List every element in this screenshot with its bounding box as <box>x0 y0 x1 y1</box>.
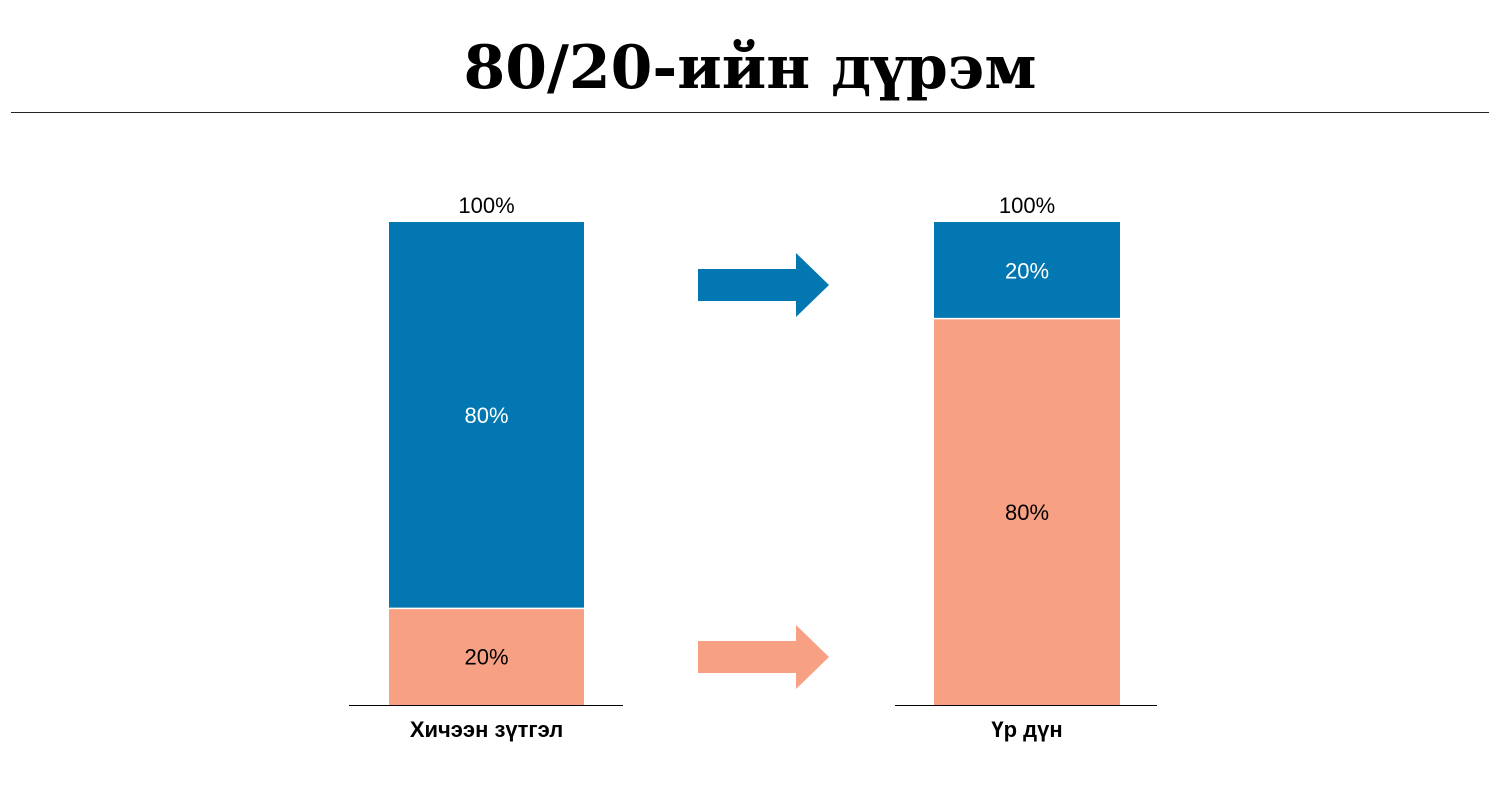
bar-segment <box>389 608 584 705</box>
category-label: Хичээн зүтгэл <box>410 717 563 742</box>
bar-segment <box>934 318 1120 705</box>
page-title: 80/20-ийн дүрэм <box>463 33 1037 103</box>
category-label: Үр дүн <box>991 717 1062 742</box>
arrow-right-icon <box>698 253 829 317</box>
title-divider <box>11 112 1489 113</box>
data-label: 20% <box>1005 258 1049 283</box>
bar-segment <box>389 222 584 609</box>
data-label: 80% <box>464 403 508 428</box>
data-label: 20% <box>464 645 508 670</box>
arrow-right-icon <box>698 625 829 689</box>
total-label: 100% <box>999 193 1055 218</box>
total-label: 100% <box>458 193 514 218</box>
data-label: 80% <box>1005 500 1049 525</box>
bar-segment <box>934 222 1120 319</box>
